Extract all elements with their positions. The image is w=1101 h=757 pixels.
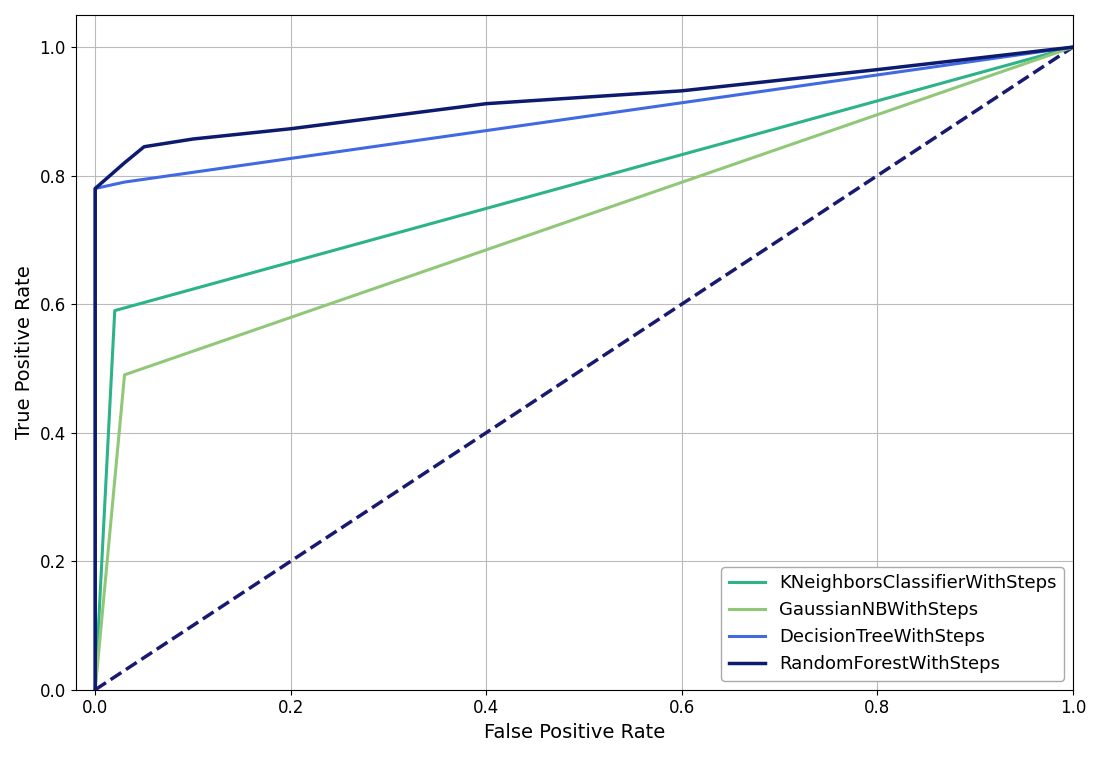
DecisionTreeWithSteps — [88, 685, 101, 694]
DecisionTreeWithSteps — [88, 184, 101, 193]
X-axis label: False Positive Rate: False Positive Rate — [483, 723, 665, 742]
Line: KNeighborsClassifierWithSteps: KNeighborsClassifierWithSteps — [95, 47, 1072, 690]
KNeighborsClassifierWithSteps — [1066, 42, 1079, 51]
RandomForestWithSteps — [118, 158, 131, 167]
KNeighborsClassifierWithSteps — [88, 685, 101, 694]
DecisionTreeWithSteps — [1066, 42, 1079, 51]
RandomForestWithSteps — [675, 86, 688, 95]
Legend: KNeighborsClassifierWithSteps, GaussianNBWithSteps, DecisionTreeWithSteps, Rando: KNeighborsClassifierWithSteps, GaussianN… — [721, 567, 1064, 681]
Line: DecisionTreeWithSteps: DecisionTreeWithSteps — [95, 47, 1072, 690]
RandomForestWithSteps — [88, 184, 101, 193]
DecisionTreeWithSteps — [118, 178, 131, 187]
RandomForestWithSteps — [480, 99, 493, 108]
GaussianNBWithSteps — [88, 685, 101, 694]
GaussianNBWithSteps — [1066, 42, 1079, 51]
RandomForestWithSteps — [1066, 42, 1079, 51]
RandomForestWithSteps — [871, 65, 884, 74]
Line: RandomForestWithSteps: RandomForestWithSteps — [95, 47, 1072, 690]
RandomForestWithSteps — [88, 685, 101, 694]
GaussianNBWithSteps — [118, 370, 131, 379]
RandomForestWithSteps — [186, 135, 199, 144]
KNeighborsClassifierWithSteps — [108, 306, 121, 315]
Line: GaussianNBWithSteps: GaussianNBWithSteps — [95, 47, 1072, 690]
Y-axis label: True Positive Rate: True Positive Rate — [15, 266, 34, 439]
RandomForestWithSteps — [138, 142, 151, 151]
RandomForestWithSteps — [284, 124, 297, 133]
